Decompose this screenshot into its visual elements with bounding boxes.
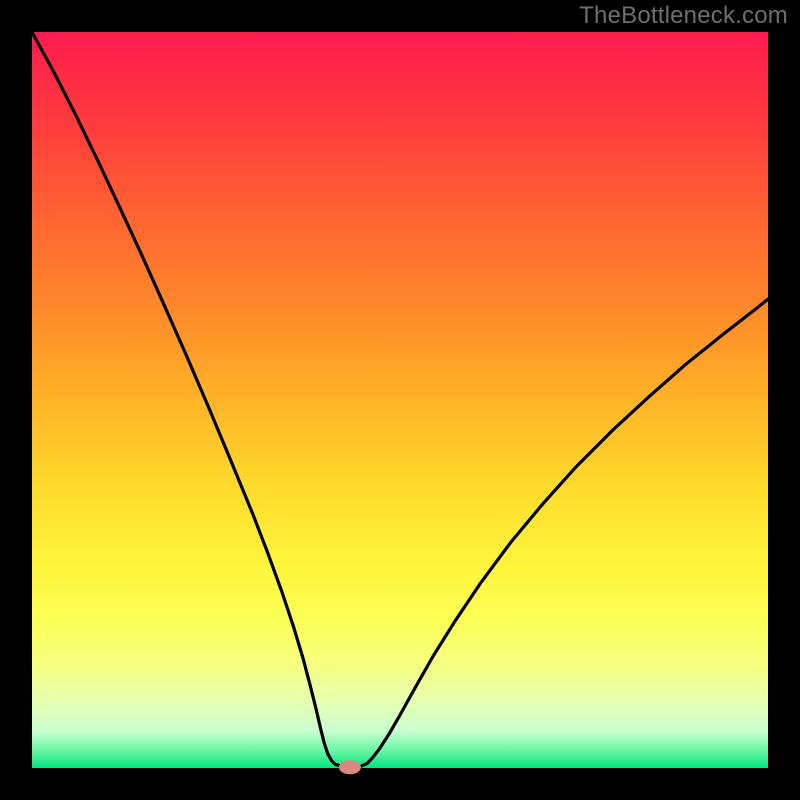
chart-container: TheBottleneck.com	[0, 0, 800, 800]
bottleneck-chart	[0, 0, 800, 800]
plot-background	[32, 32, 768, 768]
watermark-label: TheBottleneck.com	[579, 2, 788, 30]
minimum-marker	[339, 760, 361, 774]
